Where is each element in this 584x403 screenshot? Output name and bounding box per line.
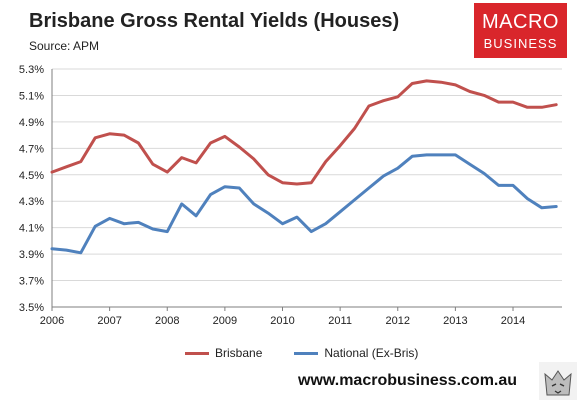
legend-swatch-national [294, 351, 319, 355]
y-tick-label: 3.5% [19, 302, 44, 314]
legend-item-national: National (Ex-Bris) [294, 346, 418, 360]
brand-logo: MACRO BUSINESS [474, 3, 567, 58]
series-line-national [50, 153, 558, 255]
x-tick-label: 2007 [97, 315, 121, 327]
series-line-brisbane [50, 79, 558, 186]
wolf-icon [539, 362, 577, 400]
y-tick-label: 4.3% [19, 196, 44, 208]
legend-label-national: National (Ex-Bris) [324, 346, 419, 360]
chart-title: Brisbane Gross Rental Yields (Houses) [29, 10, 400, 32]
legend-label-brisbane: Brisbane [215, 346, 263, 360]
y-tick-label: 4.7% [19, 143, 44, 155]
y-tick-label: 5.3% [19, 64, 44, 76]
y-tick-label: 4.9% [19, 117, 44, 129]
x-tick-label: 2013 [443, 315, 467, 327]
y-tick-label: 3.9% [19, 249, 44, 261]
y-tick-label: 5.1% [19, 90, 44, 102]
y-tick-label: 4.1% [19, 223, 44, 235]
x-tick-label: 2011 [328, 315, 352, 327]
logo-line-1: MACRO [482, 11, 559, 33]
y-tick-label: 4.5% [19, 170, 44, 182]
x-tick-label: 2012 [386, 315, 410, 327]
y-tick-label: 3.7% [19, 276, 44, 288]
legend-item-brisbane: Brisbane [185, 346, 262, 360]
x-tick-label: 2009 [213, 315, 237, 327]
x-tick-label: 2008 [155, 315, 179, 327]
website-url: www.macrobusiness.com.au [298, 372, 518, 389]
logo-line-2: BUSINESS [483, 36, 558, 51]
x-tick-label: 2014 [501, 315, 525, 327]
x-tick-label: 2010 [270, 315, 294, 327]
chart-legend: Brisbane National (Ex-Bris) [185, 346, 450, 360]
legend-swatch-brisbane [185, 351, 209, 355]
source-note: Source: APM [29, 39, 100, 53]
x-tick-label: 2006 [40, 315, 64, 327]
